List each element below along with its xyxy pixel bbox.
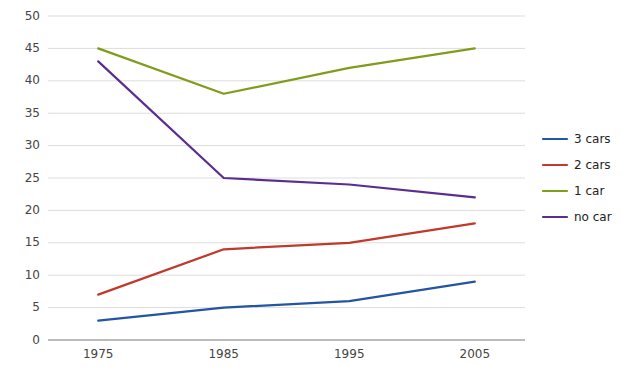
lines [98,48,475,320]
grid [48,16,525,340]
y-tick-label: 20 [25,203,40,217]
legend-label: 1 car [574,184,604,198]
y-tick-label: 15 [25,235,40,249]
series-line [98,61,475,197]
y-tick-label: 50 [25,9,40,23]
series-line [98,223,475,294]
grid-line [48,210,525,211]
chart-svg: 0 5 10 15 20 25 30 35 40 45 50 1975 1985 1995 2005 3 ca… [0,0,640,375]
x-tick-label: 2005 [460,347,491,361]
legend-label: no car [574,210,612,224]
grid-line [48,16,525,17]
x-axis: 1975 1985 1995 2005 [48,340,525,361]
legend-label: 3 cars [574,132,611,146]
legend-swatch [543,190,567,192]
x-tick-label: 1985 [208,347,239,361]
grid-line [48,113,525,114]
series-line [98,282,475,321]
y-axis: 0 5 10 15 20 25 30 35 40 45 50 [25,9,40,347]
legend-label: 2 cars [574,158,611,172]
y-tick-label: 25 [25,171,40,185]
y-tick-label: 30 [25,138,40,152]
y-tick-label: 35 [25,106,40,120]
x-tick-label: 1975 [83,347,114,361]
legend-swatch [543,164,567,166]
legend: 3 cars 2 cars 1 car no car [543,132,612,224]
grid-line [48,145,525,146]
y-tick-label: 10 [25,268,40,282]
legend-swatch [543,216,567,218]
series-line [98,48,475,93]
x-tick-label: 1995 [334,347,365,361]
grid-line [48,275,525,276]
grid-line [48,178,525,179]
y-tick-label: 0 [32,333,40,347]
grid-line [48,340,525,341]
grid-line [48,307,525,308]
x-axis-line [48,340,525,341]
y-tick-label: 45 [25,41,40,55]
y-tick-label: 40 [25,73,40,87]
grid-line [48,242,525,243]
y-tick-label: 5 [32,300,40,314]
legend-swatch [543,138,567,140]
chart-container: 0 5 10 15 20 25 30 35 40 45 50 1975 1985 1995 2005 3 ca… [0,0,640,375]
grid-line [48,48,525,49]
